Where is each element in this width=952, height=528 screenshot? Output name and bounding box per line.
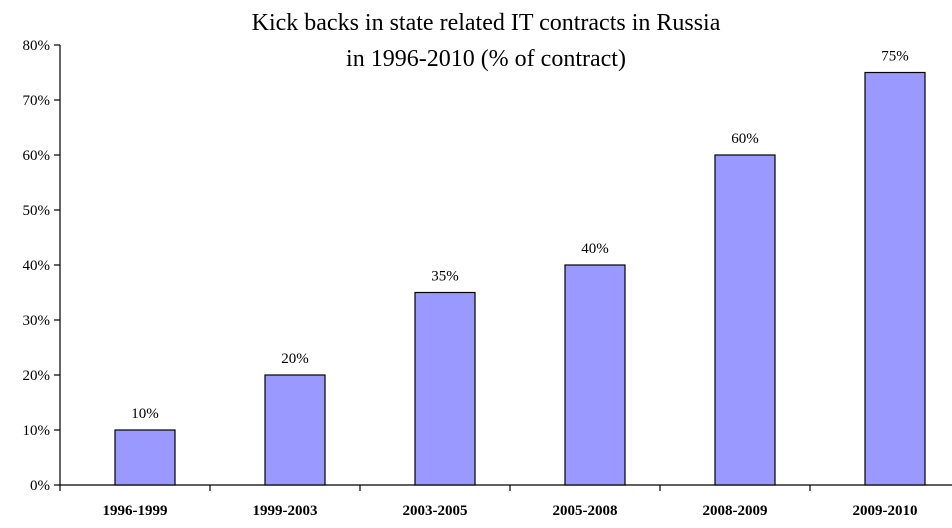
x-tick-label: 1999-2003 <box>253 503 318 519</box>
bars <box>114 71 926 486</box>
y-tick-label: 30% <box>23 313 51 329</box>
data-label: 60% <box>731 131 759 147</box>
bar <box>114 429 176 486</box>
data-label: 10% <box>131 406 159 422</box>
x-tick-label: 2009-2010 <box>853 503 918 519</box>
y-tick-label: 20% <box>23 368 51 384</box>
bar <box>714 154 776 486</box>
y-tick-label: 70% <box>23 93 51 109</box>
data-labels: 10% 20% 35% 40% 60% 75% <box>131 49 909 423</box>
y-tick-label: 60% <box>23 148 51 164</box>
x-tick-label: 2008-2009 <box>703 503 768 519</box>
y-tick-label: 0% <box>30 478 50 494</box>
chart-title-line-2: in 1996-2010 (% of contract) <box>346 46 626 72</box>
axes: 0% 10% 20% 30% 40% 50% 60% 70% 80% 1996-1999 1999-… <box>23 38 952 519</box>
data-label: 75% <box>881 49 909 65</box>
y-tick-label: 50% <box>23 203 51 219</box>
chart-title-line-1: Kick backs in state related IT contracts… <box>252 10 721 36</box>
chart-title: Kick backs in state related IT contracts… <box>252 10 721 72</box>
data-label: 20% <box>281 351 309 367</box>
data-label: 35% <box>431 269 459 285</box>
y-tick-label: 10% <box>23 423 51 439</box>
bar <box>564 264 626 486</box>
bar <box>264 374 326 486</box>
data-label: 40% <box>581 241 609 257</box>
y-tick-label: 80% <box>23 38 51 54</box>
x-tick-label: 2003-2005 <box>403 503 468 519</box>
bar <box>864 71 926 486</box>
y-tick-label: 40% <box>23 258 51 274</box>
x-tick-label: 2005-2008 <box>553 503 618 519</box>
x-tick-label: 1996-1999 <box>103 503 168 519</box>
bar <box>414 291 476 486</box>
